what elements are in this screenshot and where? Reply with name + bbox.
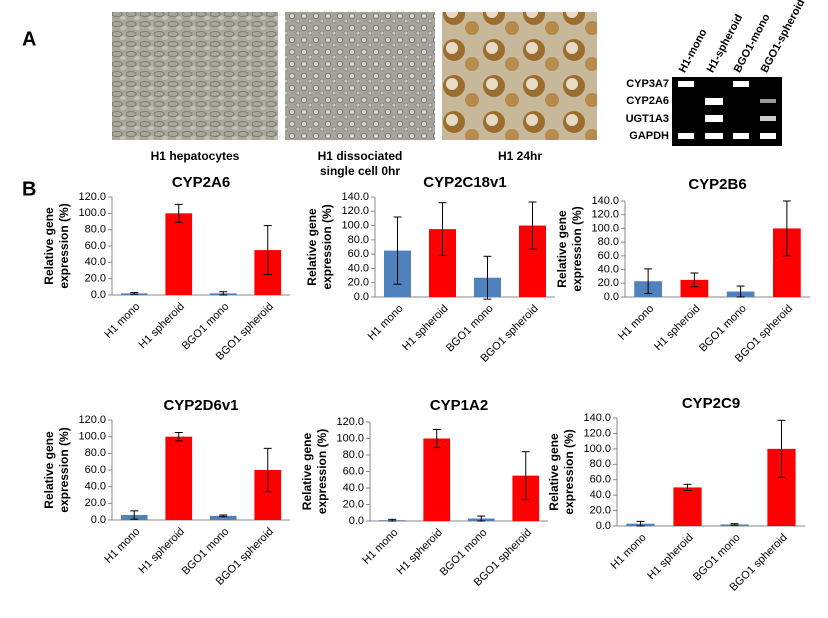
chart-title: CYP2C18v1: [423, 174, 506, 191]
y-tick-label: 100.0: [336, 432, 364, 444]
panel-label: A: [22, 28, 36, 50]
x-tick-label: H1 mono: [102, 526, 142, 566]
y-tick-label: 60.0: [598, 250, 619, 262]
image-caption: single cell 0hr: [320, 164, 400, 178]
y-tick-label: 0.0: [354, 291, 369, 303]
y-tick-label: 100.0: [591, 222, 619, 234]
y-tick-label: 140.0: [583, 412, 611, 424]
y-tick-label: 20.0: [348, 277, 369, 289]
image-caption: H1 24hr: [498, 149, 542, 163]
y-tick-label: 80.0: [343, 449, 364, 461]
y-axis-label: Relative gene: [42, 207, 56, 285]
y-tick-label: 0.0: [91, 514, 106, 526]
x-tick-label: BGO1 mono: [691, 532, 743, 584]
y-tick-label: 60.0: [348, 248, 369, 260]
bar: [209, 515, 237, 520]
y-tick-label: 40.0: [598, 263, 619, 275]
chart-title: CYP2C9: [682, 395, 740, 412]
y-tick-label: 20.0: [85, 497, 106, 509]
y-axis-label: expression (%): [320, 204, 334, 289]
y-tick-label: 20.0: [590, 504, 611, 516]
bar: [165, 436, 193, 520]
y-tick-label: 80.0: [85, 224, 106, 236]
y-tick-label: 40.0: [348, 262, 369, 274]
gel-gene-label: UGT1A3: [626, 113, 669, 125]
y-tick-label: 0.0: [91, 289, 106, 301]
y-tick-label: 120.0: [336, 416, 364, 428]
x-tick-label: H1 spheroid: [652, 303, 702, 353]
y-axis-label: expression (%): [315, 429, 329, 514]
micrograph: [285, 12, 435, 140]
y-axis-label: Relative gene: [300, 432, 314, 510]
y-tick-label: 20.0: [85, 273, 106, 285]
y-axis-label: expression (%): [570, 206, 584, 291]
x-tick-label: H1 mono: [616, 303, 656, 343]
y-tick-label: 60.0: [85, 240, 106, 252]
chart-title: CYP1A2: [430, 397, 488, 414]
y-tick-label: 120.0: [583, 427, 611, 439]
y-axis-label: expression (%): [57, 203, 71, 288]
gel-bands: [678, 81, 776, 139]
y-tick-label: 0.0: [604, 291, 619, 303]
y-axis-label: Relative gene: [547, 433, 561, 511]
y-tick-label: 60.0: [590, 474, 611, 486]
x-tick-label: H1 mono: [609, 532, 649, 572]
y-tick-label: 140.0: [341, 191, 369, 203]
y-tick-label: 40.0: [85, 256, 106, 268]
x-tick-label: H1 spheroid: [645, 532, 695, 582]
gel-lane-label: BGO1-spheroid: [759, 0, 808, 75]
x-tick-label: H1 mono: [360, 527, 400, 567]
gel-gene-label: CYP2A6: [626, 95, 669, 107]
y-tick-label: 60.0: [343, 465, 364, 477]
y-axis-label: expression (%): [562, 429, 576, 514]
y-tick-label: 0.0: [596, 520, 611, 532]
x-tick-label: BGO1 mono: [697, 303, 749, 355]
y-tick-label: 40.0: [85, 481, 106, 493]
image-caption: H1 hepatocytes: [151, 149, 240, 163]
y-tick-label: 80.0: [85, 447, 106, 459]
y-tick-label: 100.0: [78, 431, 106, 443]
x-tick-label: H1 mono: [366, 303, 406, 343]
y-axis-label: Relative gene: [305, 208, 319, 286]
image-caption: H1 dissociated: [318, 149, 403, 163]
y-tick-label: 120.0: [78, 191, 106, 203]
y-tick-label: 100.0: [341, 219, 369, 231]
y-tick-label: 20.0: [343, 498, 364, 510]
micrograph: [442, 12, 597, 140]
y-axis-label: Relative gene: [42, 431, 56, 509]
y-tick-label: 100.0: [78, 207, 106, 219]
gel-gene-label: CYP3A7: [626, 78, 669, 90]
y-tick-label: 120.0: [78, 414, 106, 426]
x-tick-label: H1 mono: [102, 301, 142, 341]
bar: [673, 487, 702, 526]
y-tick-label: 80.0: [590, 458, 611, 470]
chart-title: CYP2A6: [172, 174, 230, 191]
y-tick-label: 60.0: [85, 464, 106, 476]
bar: [165, 213, 193, 295]
y-tick-label: 80.0: [598, 236, 619, 248]
y-tick-label: 40.0: [343, 482, 364, 494]
y-axis-label: Relative gene: [555, 210, 569, 288]
bar: [423, 438, 451, 521]
y-tick-label: 40.0: [590, 489, 611, 501]
y-axis-label: expression (%): [57, 427, 71, 512]
gel-gene-label: GAPDH: [629, 130, 669, 142]
y-tick-label: 80.0: [348, 234, 369, 246]
bar: [680, 279, 709, 297]
y-tick-label: 100.0: [583, 443, 611, 455]
chart-title: CYP2D6v1: [163, 397, 238, 414]
panel-label: B: [22, 178, 36, 200]
y-tick-label: 120.0: [341, 205, 369, 217]
y-tick-label: 120.0: [591, 209, 619, 221]
y-tick-label: 20.0: [598, 277, 619, 289]
y-tick-label: 0.0: [349, 515, 364, 527]
y-tick-label: 140.0: [591, 195, 619, 207]
micrograph: [112, 12, 278, 140]
chart-title: CYP2B6: [688, 176, 746, 193]
